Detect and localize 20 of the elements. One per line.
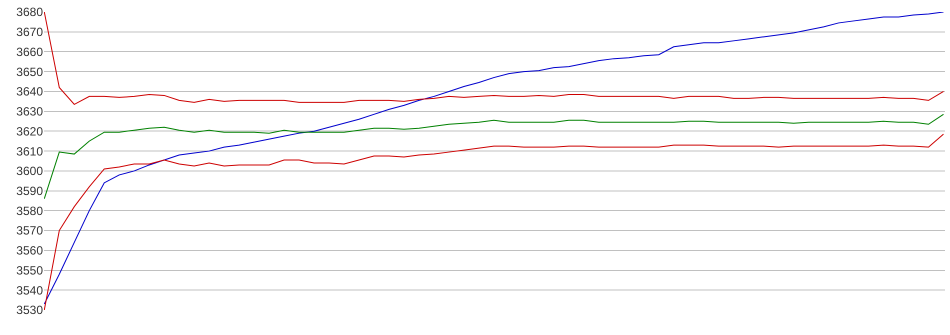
y-tick-label: 3540 [16,283,44,298]
line-series [44,12,944,105]
y-tick-label: 3560 [16,244,44,258]
line-series [44,134,944,310]
y-tick-label: 3600 [16,164,44,178]
y-tick-label: 3680 [16,5,44,20]
y-tick-label: 3650 [16,64,44,79]
y-tick-label: 3530 [16,303,44,318]
y-tick-label: 3610 [16,144,44,158]
y-tick-label: 3580 [16,204,44,218]
y-tick-label: 3630 [16,104,44,119]
y-tick-label: 3550 [16,263,44,278]
line-series [44,12,944,305]
y-tick-label: 3670 [16,25,44,40]
y-tick-label: 3640 [16,84,44,99]
y-tick-label: 3660 [16,44,44,59]
line-series [44,114,944,200]
y-tick-label: 3590 [16,184,44,198]
y-tick-label: 3620 [16,124,44,138]
y-tick-label: 3570 [16,224,44,238]
